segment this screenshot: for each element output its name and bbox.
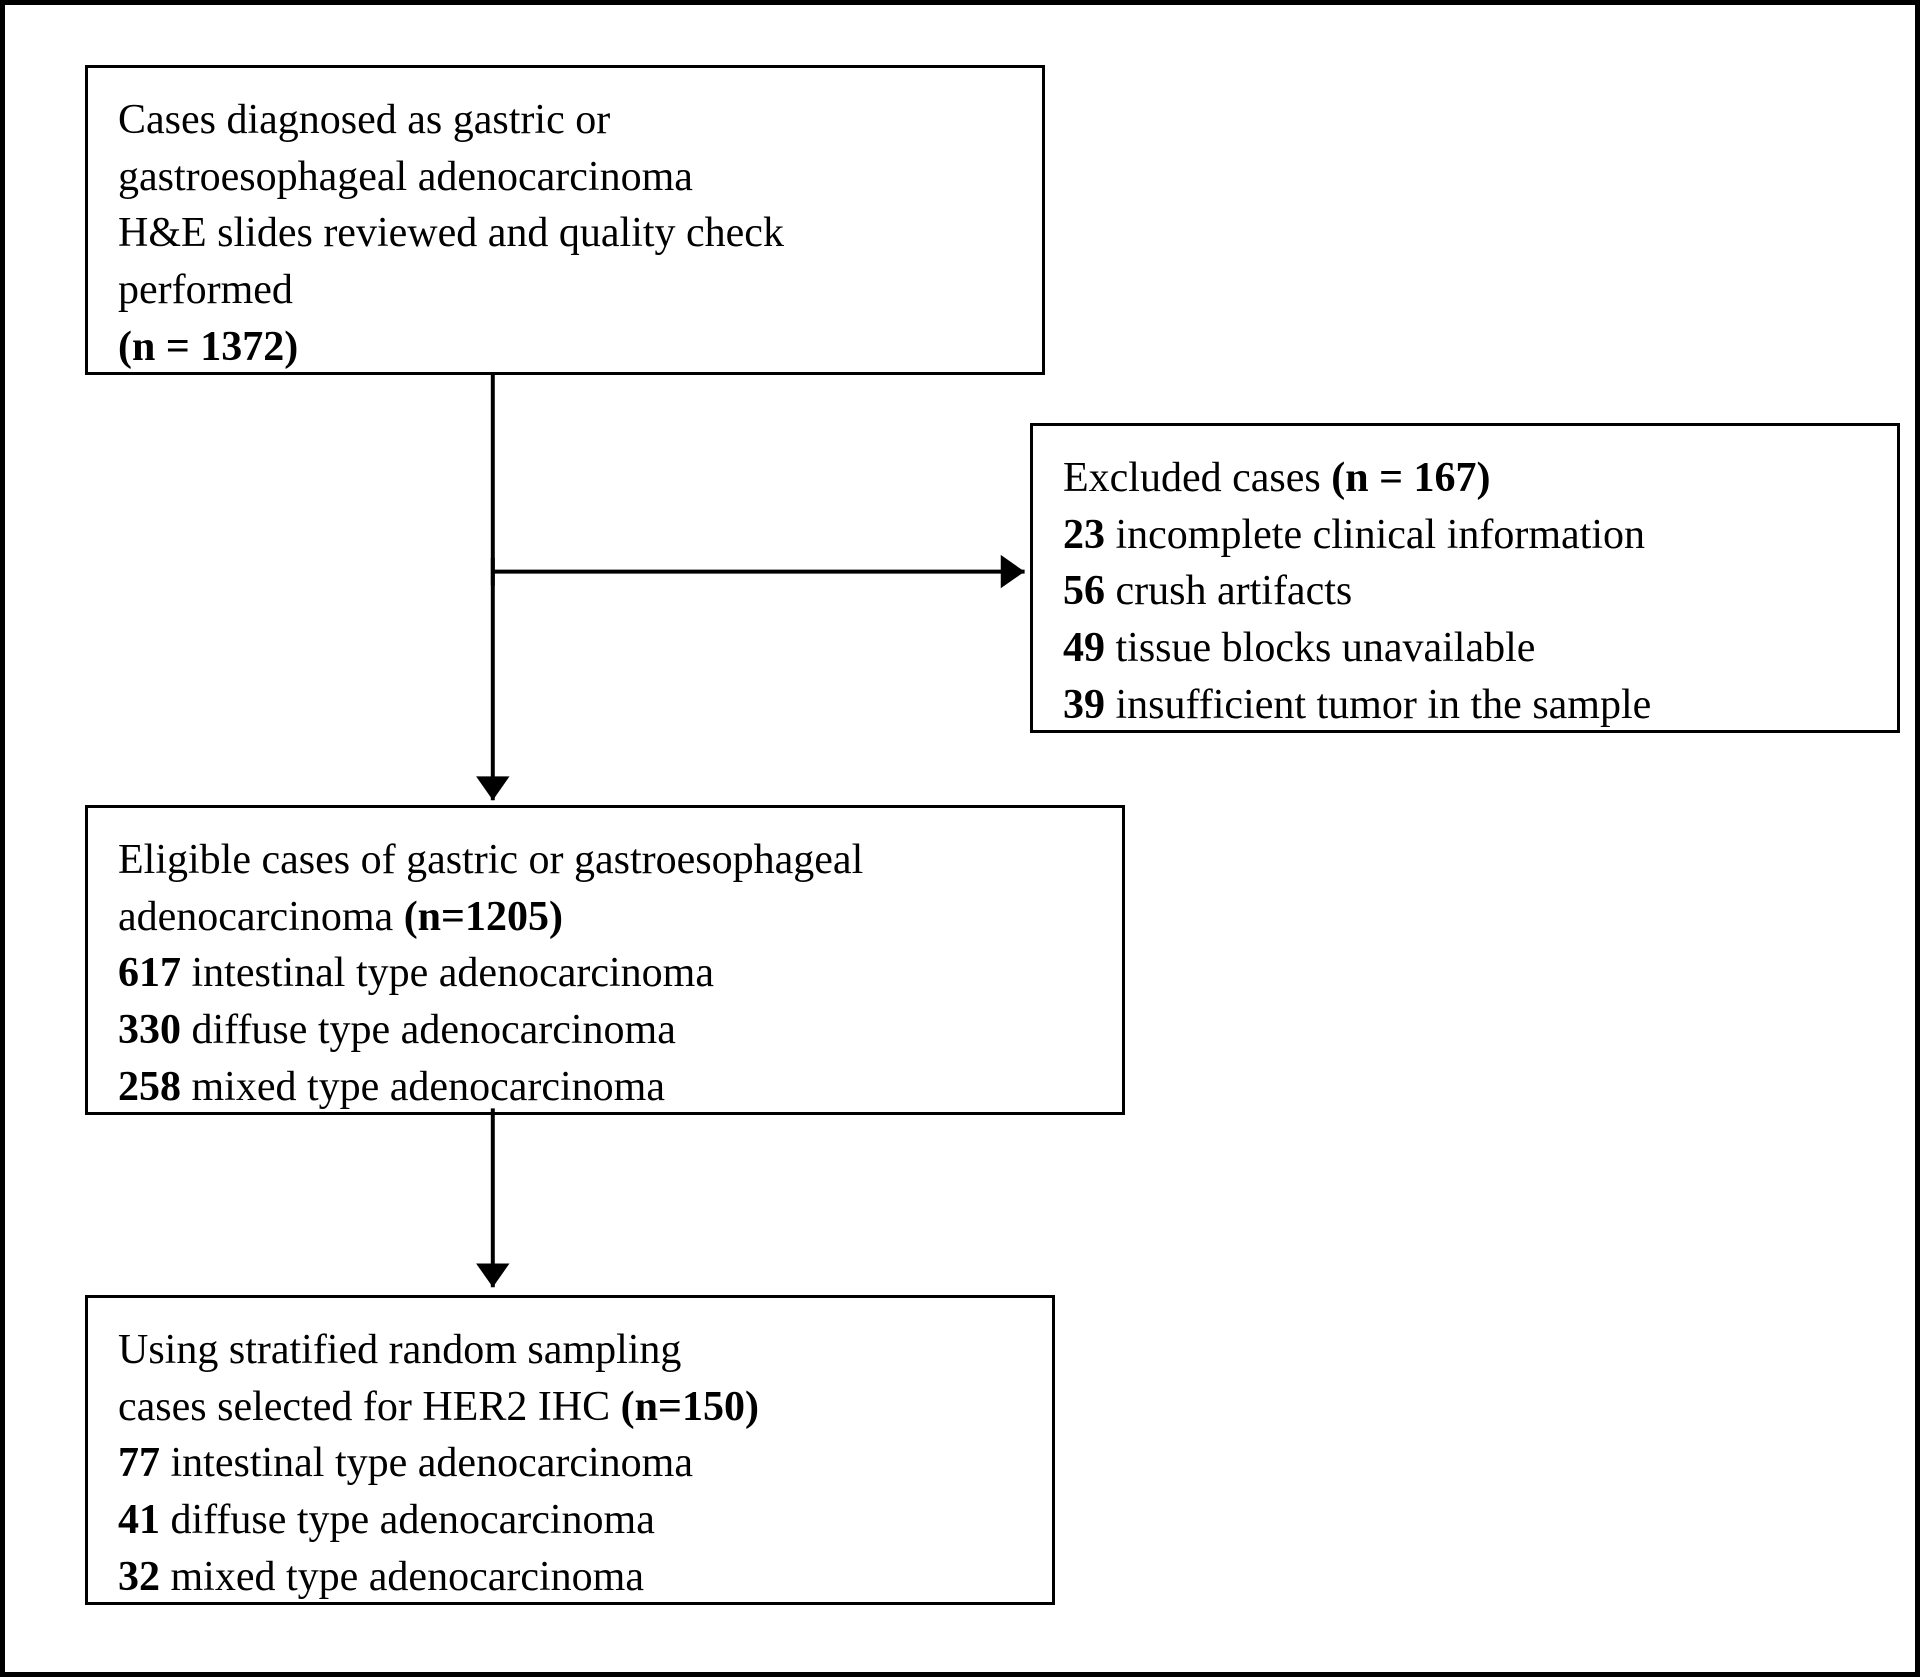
text-line: adenocarcinoma (n=1205) bbox=[118, 889, 1092, 946]
text-line: 39 insufficient tumor in the sample bbox=[1063, 677, 1867, 734]
text-count: 330 bbox=[118, 1007, 181, 1053]
text-count: (n=1205) bbox=[404, 894, 563, 940]
text-prefix: Excluded cases bbox=[1063, 455, 1331, 501]
text-prefix: adenocarcinoma bbox=[118, 894, 404, 940]
text-line-count: (n = 1372) bbox=[118, 319, 1012, 376]
text-count: 49 bbox=[1063, 625, 1105, 671]
text-line: 77 intestinal type adenocarcinoma bbox=[118, 1435, 1022, 1492]
text-line: gastroesophageal adenocarcinoma bbox=[118, 149, 1012, 206]
text-count: (n = 167) bbox=[1331, 455, 1490, 501]
node-initial: Cases diagnosed as gastric or gastroesop… bbox=[85, 65, 1045, 375]
text-count: 77 bbox=[118, 1440, 160, 1486]
text-line: 56 crush artifacts bbox=[1063, 563, 1867, 620]
text-rest: mixed type adenocarcinoma bbox=[160, 1554, 644, 1600]
text-line: H&E slides reviewed and quality check bbox=[118, 205, 1012, 262]
text-line: 330 diffuse type adenocarcinoma bbox=[118, 1002, 1092, 1059]
text-count: (n=150) bbox=[621, 1384, 759, 1430]
text-count: 41 bbox=[118, 1497, 160, 1543]
node-eligible: Eligible cases of gastric or gastroesoph… bbox=[85, 805, 1125, 1115]
text-rest: intestinal type adenocarcinoma bbox=[160, 1440, 693, 1486]
text-line: Using stratified random sampling bbox=[118, 1322, 1022, 1379]
text-rest: insufficient tumor in the sample bbox=[1105, 682, 1651, 728]
text-line: performed bbox=[118, 262, 1012, 319]
text-line: cases selected for HER2 IHC (n=150) bbox=[118, 1379, 1022, 1436]
text-rest: incomplete clinical information bbox=[1105, 512, 1645, 558]
text-line: 32 mixed type adenocarcinoma bbox=[118, 1549, 1022, 1606]
flowchart-canvas: Cases diagnosed as gastric or gastroesop… bbox=[0, 0, 1920, 1677]
text-rest: crush artifacts bbox=[1105, 568, 1352, 614]
node-sampled: Using stratified random sampling cases s… bbox=[85, 1295, 1055, 1605]
text-count: 258 bbox=[118, 1064, 181, 1110]
text-count: 23 bbox=[1063, 512, 1105, 558]
text-prefix: cases selected for HER2 IHC bbox=[118, 1384, 621, 1430]
text-line: 258 mixed type adenocarcinoma bbox=[118, 1059, 1092, 1116]
text-count: 56 bbox=[1063, 568, 1105, 614]
text-rest: mixed type adenocarcinoma bbox=[181, 1064, 665, 1110]
text-line: 49 tissue blocks unavailable bbox=[1063, 620, 1867, 677]
text-line: 617 intestinal type adenocarcinoma bbox=[118, 945, 1092, 1002]
node-excluded: Excluded cases (n = 167) 23 incomplete c… bbox=[1030, 423, 1900, 733]
text-rest: tissue blocks unavailable bbox=[1105, 625, 1535, 671]
text-line: Eligible cases of gastric or gastroesoph… bbox=[118, 832, 1092, 889]
text-line: Cases diagnosed as gastric or bbox=[118, 92, 1012, 149]
text-line: 23 incomplete clinical information bbox=[1063, 507, 1867, 564]
text-count: 32 bbox=[118, 1554, 160, 1600]
text-rest: diffuse type adenocarcinoma bbox=[160, 1497, 655, 1543]
text-rest: intestinal type adenocarcinoma bbox=[181, 950, 714, 996]
text-count: 39 bbox=[1063, 682, 1105, 728]
text-count: 617 bbox=[118, 950, 181, 996]
text-line: 41 diffuse type adenocarcinoma bbox=[118, 1492, 1022, 1549]
text-rest: diffuse type adenocarcinoma bbox=[181, 1007, 676, 1053]
text-line: Excluded cases (n = 167) bbox=[1063, 450, 1867, 507]
